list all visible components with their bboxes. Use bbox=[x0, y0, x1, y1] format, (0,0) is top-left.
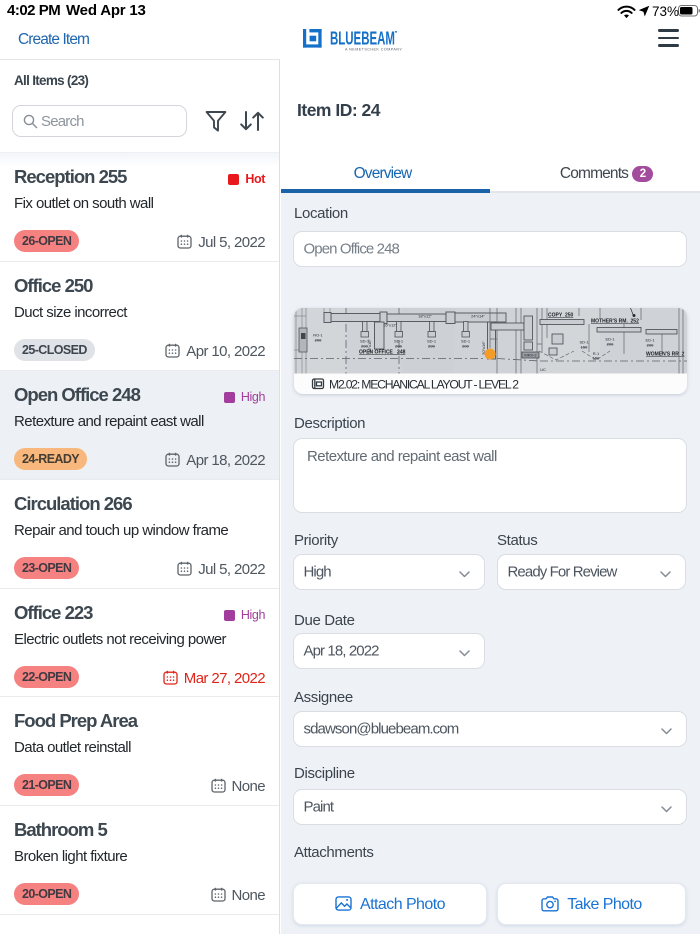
svg-text:R-1: R-1 bbox=[592, 351, 599, 356]
svg-text:SD-1: SD-1 bbox=[393, 338, 403, 343]
svg-text:200: 200 bbox=[606, 341, 613, 346]
svg-text:150: 150 bbox=[592, 355, 599, 360]
svg-text:ED-1: ED-1 bbox=[645, 337, 655, 342]
svg-text:200: 200 bbox=[646, 342, 653, 347]
svg-text:200: 200 bbox=[428, 343, 435, 348]
svg-text:ED-1: ED-1 bbox=[605, 336, 615, 341]
svg-text:30"x16": 30"x16" bbox=[481, 340, 486, 354]
svg-text:M2.02: MECHANICAL LAYOUT - LEV: M2.02: MECHANICAL LAYOUT - LEVEL 2 bbox=[329, 377, 519, 391]
svg-text:SD-1: SD-1 bbox=[460, 338, 470, 343]
svg-text:16"x12": 16"x12" bbox=[383, 322, 397, 327]
svg-text:18"x12": 18"x12" bbox=[418, 313, 432, 318]
svg-text:200: 200 bbox=[462, 343, 469, 348]
svg-text:COPY 250: COPY 250 bbox=[548, 312, 574, 318]
svg-text:200: 200 bbox=[361, 343, 368, 348]
svg-text:BLUEBEAM: BLUEBEAM bbox=[330, 29, 395, 49]
svg-text:24"x14": 24"x14" bbox=[471, 313, 485, 318]
svg-text:UC: UC bbox=[540, 367, 546, 372]
svg-text:SD-1: SD-1 bbox=[426, 338, 436, 343]
svg-text:WOMEN'S RR 2: WOMEN'S RR 2 bbox=[646, 351, 685, 357]
svg-text:200: 200 bbox=[395, 343, 402, 348]
svg-text:36"x16": 36"x16" bbox=[367, 338, 372, 352]
svg-text:MRV-2: MRV-2 bbox=[524, 352, 537, 357]
svg-text:OPEN OFFICE 248: OPEN OFFICE 248 bbox=[359, 349, 406, 355]
svg-text:200: 200 bbox=[314, 337, 321, 342]
svg-text:SD-1: SD-1 bbox=[579, 339, 589, 344]
svg-text:SD-1: SD-1 bbox=[359, 338, 369, 343]
svg-text:MOTHER'S RM. 252: MOTHER'S RM. 252 bbox=[591, 318, 639, 324]
svg-text:150: 150 bbox=[580, 344, 587, 349]
svg-text:RO-1: RO-1 bbox=[313, 332, 323, 337]
svg-text:A NEMETSCHEK COMPANY: A NEMETSCHEK COMPANY bbox=[345, 48, 402, 52]
